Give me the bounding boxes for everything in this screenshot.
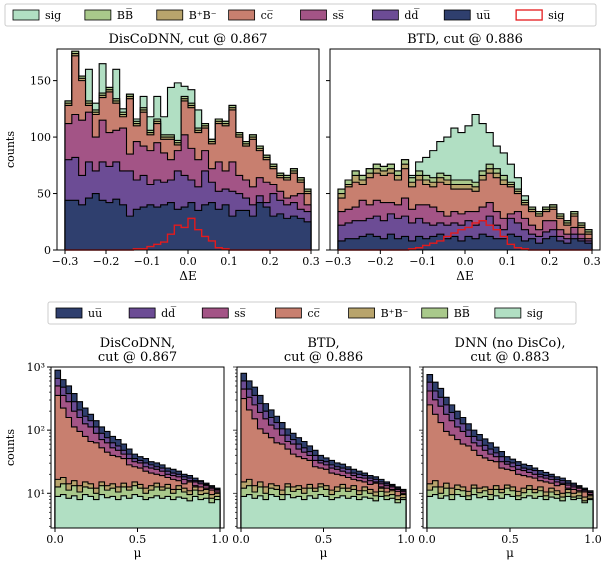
legend-top-label: sig [548,9,564,22]
y-tick-label: 0 [44,244,51,257]
chart-panel: 0.0 0.5 1.0 10¹ 10² 10³ DisCoDNN, cut @ 0.867 μ c… [4,336,229,560]
y-tick-label: 10² [27,424,45,437]
chart-title: DisCoDNN, cut @ 0.867 [98,336,177,365]
legend-bottom-label: uu̅ [88,307,102,320]
y-axis-label: counts [4,429,17,466]
legend-bottom-label: cc̅ [307,307,319,320]
x-tick-label: 0.5 [129,533,147,546]
stack-layer [240,493,407,529]
x-tick-label: 0.2 [541,255,559,268]
legend-top-swatch [300,9,327,21]
stack-layer [54,493,221,529]
chart-title: DisCoDNN, cut @ 0.867 [109,32,268,47]
legend-top-swatch [84,9,112,21]
legend-top-label: cc̅ [261,9,273,22]
x-tick-label: 1.0 [584,533,601,546]
x-tick-label: −0.3 [52,255,79,268]
x-tick-label: 1.0 [211,533,229,546]
x-tick-label: 0.1 [499,255,517,268]
y-tick-label: 50 [37,188,51,201]
y-tick-label: 10¹ [27,487,45,500]
legend-top-swatch [12,9,40,21]
x-tick-label: 0.3 [583,255,601,268]
chart-title: BTD, cut @ 0.886 [284,336,363,365]
legend-bottom-swatch [275,307,302,319]
legend-bottom-swatch [348,307,375,319]
legend-top-label: sig [45,9,61,22]
legend-top-label: ss̅ [333,9,345,22]
chart-panel: −0.3 −0.2 −0.1 0.0 0.1 0.2 0.3 0 50 100 150 DisCoDN… [4,32,320,283]
legend-bottom-label: ss̅ [234,307,246,320]
legend-top-label: uu̅ [476,9,490,22]
legend-bottom-swatch [494,307,522,319]
y-tick-label: 10³ [27,361,45,374]
x-tick-label: −0.1 [134,255,161,268]
legend-bottom-label: sig [527,307,543,320]
chart-title: BTD, cut @ 0.886 [407,32,523,47]
legend-bottom-label: BB̅ [454,306,470,320]
legend-top-label: B⁺B⁻ [189,9,217,22]
legend-top-swatch [515,9,543,21]
x-tick-label: −0.2 [93,255,120,268]
x-tick-label: 0.0 [456,255,474,268]
x-axis-label: ΔE [179,269,196,283]
x-tick-label: 1.0 [397,533,415,546]
chart-panel: 0.0 0.5 1.0 DNN (no DisCo), cut @ 0.883 μ [418,336,601,560]
legend-bottom: uu̅ dd̅ ss̅ cc̅ B⁺B⁻ BB̅ sig [47,301,577,325]
legend-top-swatch [371,9,399,21]
legend-top-swatch [156,9,184,21]
x-axis-label: μ [506,546,514,560]
y-axis-label: counts [4,131,17,168]
x-tick-label: 0.3 [302,255,320,268]
x-tick-label: −0.2 [367,255,394,268]
legend-bottom-swatch [128,307,156,319]
stack-layer [337,233,593,251]
x-tick-label: 0.2 [261,255,279,268]
x-tick-label: 0.5 [501,533,519,546]
chart-title: DNN (no DisCo), cut @ 0.883 [455,336,566,365]
legend-bottom-swatch [201,307,229,319]
chart-panel: −0.3 −0.2 −0.1 0.0 0.1 0.2 0.3 BTD, cut @ 0.886… [325,32,601,283]
legend-bottom-swatch [421,307,449,319]
x-tick-label: 0.5 [315,533,333,546]
x-tick-label: 0.0 [46,533,64,546]
legend-top: sig BB̅ B⁺B⁻ cc̅ ss̅ dd̅ uu̅ sig [4,3,597,27]
y-tick-label: 150 [30,75,51,88]
legend-top-swatch [228,9,256,21]
x-tick-label: −0.3 [325,255,352,268]
x-axis-label: μ [134,546,142,560]
x-tick-label: 0.1 [220,255,238,268]
x-tick-label: −0.1 [409,255,436,268]
x-axis-label: ΔE [456,269,473,283]
x-tick-label: 0.0 [232,533,250,546]
legend-top-swatch [443,9,471,21]
y-tick-label: 100 [30,131,51,144]
chart-panel: 0.0 0.5 1.0 BTD, cut @ 0.886 μ [232,336,415,560]
legend-bottom-label: B⁺B⁻ [381,307,409,320]
x-tick-label: 0.0 [418,533,436,546]
legend-top-label: dd̅ [404,8,419,22]
legend-bottom-swatch [55,307,83,319]
legend-bottom-label: dd̅ [161,306,176,320]
x-tick-label: 0.0 [179,255,197,268]
legend-top-label: BB̅ [117,8,133,22]
stack-layer [426,493,594,529]
x-axis-label: μ [320,546,328,560]
